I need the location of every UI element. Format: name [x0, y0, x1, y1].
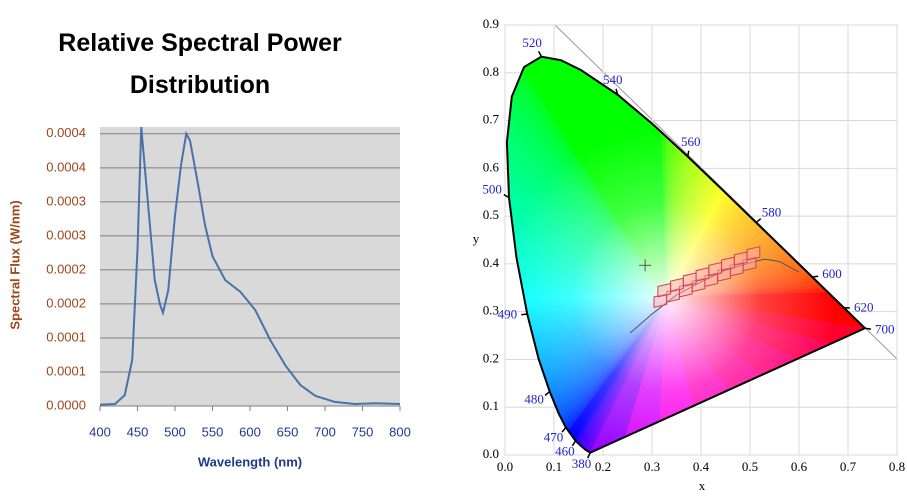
locus-tick — [864, 327, 872, 330]
wavelength-label: 700 — [875, 321, 895, 336]
x-tick-label: 600 — [239, 424, 261, 439]
locus-tick — [521, 313, 528, 316]
bin — [708, 261, 723, 277]
x-tick-label: 500 — [164, 424, 186, 439]
x-tick-label: 750 — [352, 424, 374, 439]
bin — [733, 251, 748, 266]
plot-area — [100, 127, 400, 406]
locus-tick — [812, 275, 819, 278]
wavelength-label: 580 — [762, 205, 782, 220]
wavelength-label: 520 — [522, 35, 542, 50]
gamut-whitening — [506, 56, 866, 453]
chart-title: Relative Spectral Power Distribution — [58, 29, 342, 99]
x-tick-label: 0.3 — [644, 459, 660, 474]
x-tick-label: 0.6 — [791, 459, 808, 474]
wavelength-label: 460 — [555, 444, 575, 459]
y-tick-label: 0.0001 — [46, 363, 86, 378]
wavelength-label: 380 — [572, 456, 592, 471]
spectral-locus — [505, 55, 867, 454]
wavelength-label: 490 — [498, 307, 518, 322]
x-tick-label: 0.2 — [595, 459, 611, 474]
y-tick-label: 0.0001 — [46, 329, 86, 344]
x-tick-label: 0.4 — [693, 459, 710, 474]
bin — [746, 246, 761, 261]
y-axis-label: Spectral Flux (W/nm) — [7, 200, 22, 329]
locus-tick — [561, 426, 567, 433]
y-tick-label: 0.9 — [483, 16, 499, 31]
bin — [695, 267, 710, 282]
x-tick-label: 0.8 — [889, 459, 905, 474]
wavelength-label: 600 — [822, 266, 842, 281]
wavelength-label: 560 — [681, 134, 701, 149]
locus-tick — [687, 150, 690, 157]
x-tick-label: 0.7 — [840, 459, 857, 474]
locus-tick — [571, 440, 577, 447]
x-tick-label: 0.5 — [742, 459, 758, 474]
bin — [682, 272, 697, 287]
y-tick-label: 0.8 — [483, 64, 499, 79]
x-axis-label: Wavelength (nm) — [198, 454, 302, 469]
wavelength-label: 470 — [544, 429, 564, 444]
locus-tick — [755, 218, 762, 224]
locus-tick — [586, 452, 591, 459]
y-tick-label: 0.0002 — [46, 295, 86, 310]
x-tick-label: 0.1 — [546, 459, 562, 474]
x-tick-label: 400 — [89, 424, 111, 439]
y-tick-label: 0.7 — [483, 112, 500, 127]
x-tick-label: 800 — [389, 424, 411, 439]
x-tick-label: 450 — [127, 424, 149, 439]
wavelength-label: 500 — [482, 181, 502, 196]
y-tick-label: 0.0004 — [46, 159, 86, 174]
x-tick-label: 0.0 — [497, 459, 513, 474]
wavelength-label: 620 — [854, 300, 874, 315]
y-tick-label: 0.5 — [483, 207, 499, 222]
line-series — [99, 126, 401, 406]
y-tick-label: 0.0004 — [46, 125, 86, 140]
y-tick-label: 0.0002 — [46, 261, 86, 276]
bin — [670, 277, 684, 293]
y-tick-label: 0.6 — [483, 159, 500, 174]
y-tick-label: 0.1 — [483, 398, 499, 413]
white-point — [639, 259, 652, 272]
x-tick-label: 550 — [202, 424, 224, 439]
y-tick-label: 0.4 — [483, 255, 500, 270]
y-axis-label: y — [473, 231, 480, 246]
x-axis-label: x — [699, 478, 706, 493]
y-tick-label: 0.0000 — [46, 397, 86, 412]
locus-tick — [503, 193, 510, 199]
locus-tick — [544, 391, 551, 396]
y-tick-label: 0.2 — [483, 350, 499, 365]
wavelength-label: 540 — [603, 72, 623, 87]
locus-tick — [537, 50, 543, 57]
bin — [721, 256, 735, 272]
x-tick-label: 650 — [277, 424, 299, 439]
y-tick-label: 0.0003 — [46, 193, 86, 208]
wavelength-label: 480 — [524, 391, 544, 406]
y-tick-label: 0.0 — [483, 446, 499, 461]
locus-tick — [615, 88, 619, 95]
x-tick-label: 700 — [314, 424, 336, 439]
y-tick-label: 0.3 — [483, 303, 499, 318]
bin — [657, 282, 672, 298]
y-tick-label: 0.0003 — [46, 227, 86, 242]
